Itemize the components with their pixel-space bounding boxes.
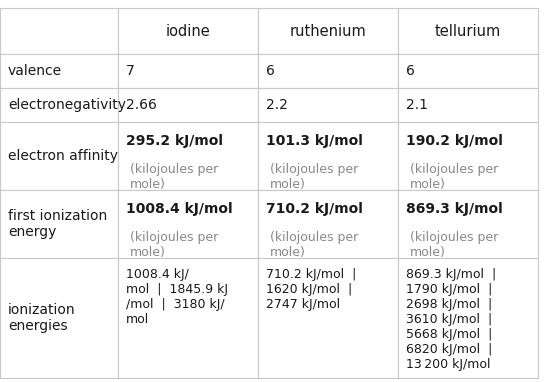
Bar: [258, 122, 398, 190]
Text: 869.3 kJ/mol  |
1790 kJ/mol  |
2698 kJ/mol  |
3610 kJ/mol  |
5668 kJ/mol  |
6820: 869.3 kJ/mol | 1790 kJ/mol | 2698 kJ/mol…: [406, 268, 496, 371]
Text: ionization
energies: ionization energies: [8, 303, 76, 333]
Bar: [0, 88, 118, 122]
Bar: [118, 258, 258, 378]
Text: (kilojoules per
mole): (kilojoules per mole): [130, 231, 218, 259]
Bar: [398, 122, 538, 190]
Bar: [0, 190, 118, 258]
Text: 190.2 kJ/mol: 190.2 kJ/mol: [406, 134, 503, 148]
Bar: [118, 88, 258, 122]
Text: 869.3 kJ/mol: 869.3 kJ/mol: [406, 202, 503, 216]
Text: (kilojoules per
mole): (kilojoules per mole): [130, 163, 218, 191]
Bar: [258, 88, 398, 122]
Bar: [0, 54, 118, 88]
Text: valence: valence: [8, 64, 62, 78]
Text: 6: 6: [266, 64, 275, 78]
Text: 2.1: 2.1: [406, 98, 428, 112]
Text: ruthenium: ruthenium: [289, 24, 366, 39]
Text: 2.66: 2.66: [126, 98, 157, 112]
Bar: [258, 54, 398, 88]
Bar: [0, 122, 118, 190]
Text: 6: 6: [406, 64, 415, 78]
Bar: [258, 190, 398, 258]
Bar: [118, 190, 258, 258]
Bar: [398, 258, 538, 378]
Text: electron affinity: electron affinity: [8, 149, 118, 163]
Text: 101.3 kJ/mol: 101.3 kJ/mol: [266, 134, 363, 148]
Bar: [258, 258, 398, 378]
Text: iodine: iodine: [165, 24, 210, 39]
Text: (kilojoules per
mole): (kilojoules per mole): [410, 163, 498, 191]
Bar: [118, 122, 258, 190]
Text: (kilojoules per
mole): (kilojoules per mole): [270, 231, 358, 259]
Text: 7: 7: [126, 64, 135, 78]
Bar: [258, 8, 398, 54]
Bar: [398, 88, 538, 122]
Bar: [398, 54, 538, 88]
Text: (kilojoules per
mole): (kilojoules per mole): [410, 231, 498, 259]
Text: (kilojoules per
mole): (kilojoules per mole): [270, 163, 358, 191]
Text: 1008.4 kJ/
mol  |  1845.9 kJ
/mol  |  3180 kJ/
mol: 1008.4 kJ/ mol | 1845.9 kJ /mol | 3180 k…: [126, 268, 228, 325]
Bar: [0, 8, 118, 54]
Text: 1008.4 kJ/mol: 1008.4 kJ/mol: [126, 202, 233, 216]
Text: tellurium: tellurium: [435, 24, 501, 39]
Text: 710.2 kJ/mol  |
1620 kJ/mol  |
2747 kJ/mol: 710.2 kJ/mol | 1620 kJ/mol | 2747 kJ/mol: [266, 268, 357, 311]
Text: first ionization
energy: first ionization energy: [8, 209, 107, 239]
Bar: [0, 258, 118, 378]
Bar: [118, 8, 258, 54]
Text: electronegativity: electronegativity: [8, 98, 126, 112]
Text: 2.2: 2.2: [266, 98, 288, 112]
Bar: [398, 8, 538, 54]
Text: 710.2 kJ/mol: 710.2 kJ/mol: [266, 202, 363, 216]
Bar: [118, 54, 258, 88]
Text: 295.2 kJ/mol: 295.2 kJ/mol: [126, 134, 223, 148]
Bar: [398, 190, 538, 258]
